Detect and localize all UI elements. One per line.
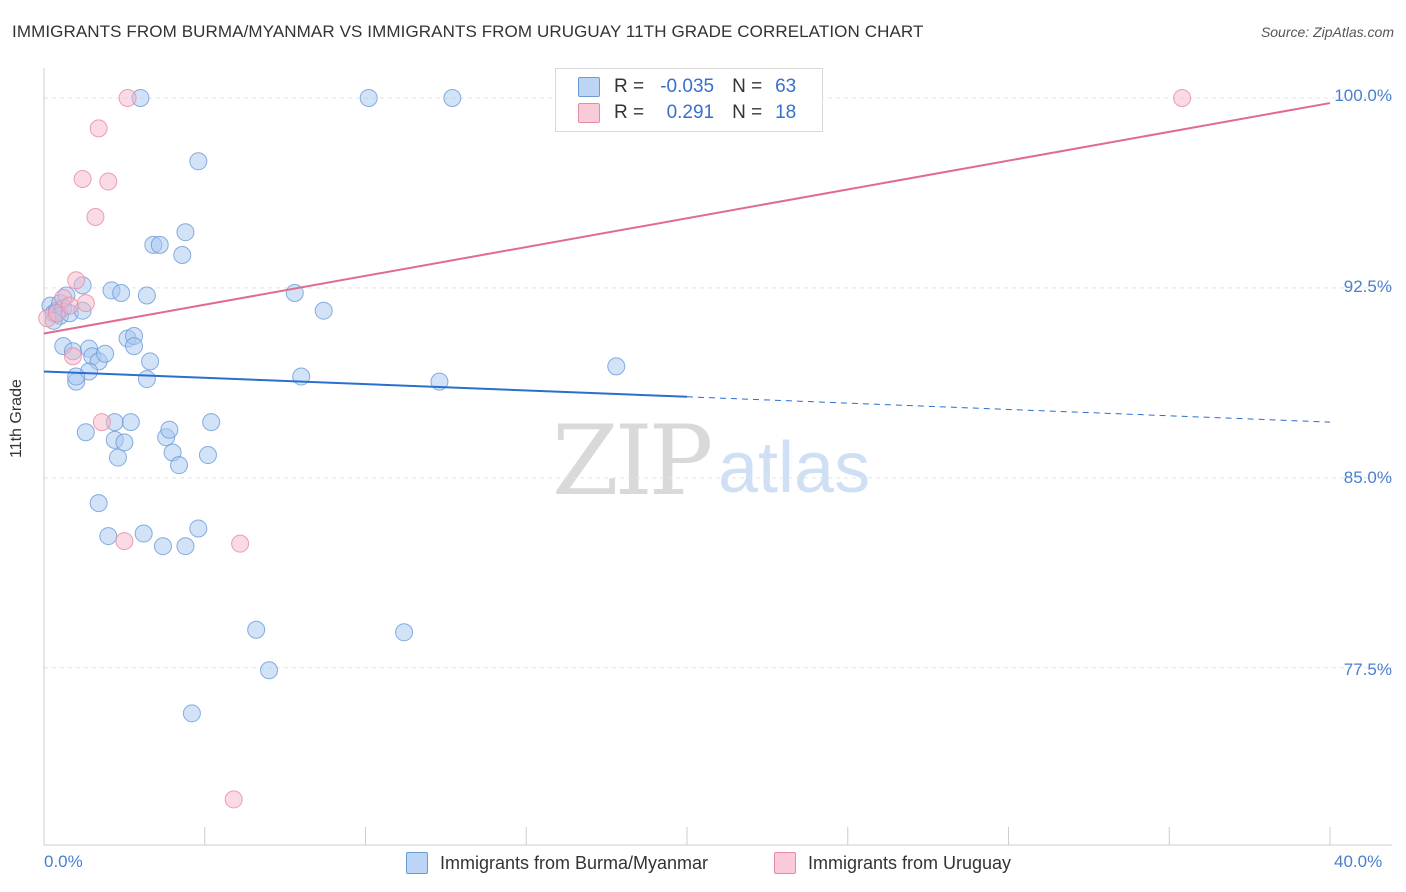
uruguay-point: [76, 294, 95, 313]
stats-row-uruguay: R = 0.291 N = 18: [578, 100, 796, 126]
burma-point: [89, 494, 108, 513]
watermark-zip: ZIP: [552, 405, 713, 517]
burma-point: [160, 420, 179, 439]
burma-point: [137, 286, 156, 305]
burma-point: [443, 88, 462, 107]
n-value: 63: [775, 76, 797, 97]
burma-point: [176, 537, 195, 556]
legend-label: Immigrants from Uruguay: [808, 852, 1012, 873]
burma-point: [112, 283, 131, 302]
y-axis-label: 11th Grade: [8, 379, 25, 458]
n-label: N =: [732, 76, 763, 97]
legend-item-uruguay[interactable]: Immigrants from Uruguay: [774, 852, 1011, 874]
uruguay-point: [73, 170, 92, 189]
uruguay-point: [231, 534, 250, 553]
n-value: 18: [775, 102, 797, 123]
burma-point: [99, 527, 118, 546]
burma-point: [108, 448, 127, 467]
uruguay-point: [1173, 88, 1192, 107]
burma-point: [395, 623, 414, 642]
burma-point: [115, 433, 134, 452]
uruguay-point: [118, 88, 137, 107]
uruguay-point: [89, 119, 108, 138]
uruguay-point: [99, 172, 118, 191]
burma-point: [96, 344, 115, 363]
burma-point: [67, 367, 86, 386]
burma-point: [182, 704, 201, 723]
burma-point: [314, 301, 333, 320]
burma-point: [198, 446, 217, 465]
burma-point: [176, 223, 195, 242]
uruguay-point: [115, 532, 134, 551]
burma-point: [170, 456, 189, 475]
x-tick-label: 40.0%: [1334, 852, 1383, 871]
burma-point: [260, 661, 279, 680]
burma-legend-swatch: [406, 852, 428, 874]
burma-point: [150, 235, 169, 254]
watermark-atlas: atlas: [718, 428, 871, 508]
r-label: R =: [614, 76, 645, 97]
burma-point: [607, 357, 626, 376]
stats-box: R = -0.035 N = 63 R = 0.291 N = 18: [555, 68, 823, 132]
uruguay-point: [92, 413, 111, 432]
burma-point: [430, 372, 449, 391]
burma-trendline: [43, 370, 688, 398]
burma-point: [76, 423, 95, 442]
burma-point: [359, 88, 378, 107]
burma-point: [125, 337, 144, 356]
source-credit: Source: ZipAtlas.com: [1260, 24, 1394, 40]
burma-point: [134, 524, 153, 543]
burma-trendline-extension: [686, 396, 1331, 423]
burma-point: [173, 245, 192, 264]
r-value: -0.035: [660, 76, 715, 97]
legend-label: Immigrants from Burma/Myanmar: [440, 852, 709, 873]
uruguay-point: [67, 271, 86, 290]
uruguay-point: [86, 208, 105, 226]
uruguay-point: [224, 790, 243, 809]
uruguay-point: [63, 347, 82, 366]
r-label: R =: [614, 102, 645, 123]
burma-point: [202, 413, 221, 432]
y-tick-label: 85.0%: [1343, 468, 1392, 487]
burma-point: [141, 352, 160, 371]
burma-point: [137, 370, 156, 389]
y-tick-label: 92.5%: [1343, 277, 1392, 296]
legend-item-burma[interactable]: Immigrants from Burma/Myanmar: [406, 852, 708, 874]
burma-point: [121, 413, 140, 432]
burma-swatch: [578, 77, 600, 97]
burma-point: [153, 537, 172, 556]
y-tick-label: 77.5%: [1343, 660, 1392, 679]
uruguay-point: [60, 296, 79, 315]
x-tick-label: 0.0%: [44, 852, 83, 871]
y-tick-label: 100.0%: [1334, 86, 1392, 105]
stats-row-burma: R = -0.035 N = 63: [578, 74, 796, 100]
burma-point: [189, 519, 208, 538]
burma-point: [189, 152, 208, 171]
r-value: 0.291: [666, 102, 715, 123]
uruguay-trendline: [43, 102, 1331, 335]
n-label: N =: [732, 102, 763, 123]
uruguay-legend-swatch: [774, 852, 796, 874]
uruguay-swatch: [578, 103, 600, 123]
burma-point: [247, 620, 266, 639]
chart-title: IMMIGRANTS FROM BURMA/MYANMAR VS IMMIGRA…: [12, 22, 924, 41]
